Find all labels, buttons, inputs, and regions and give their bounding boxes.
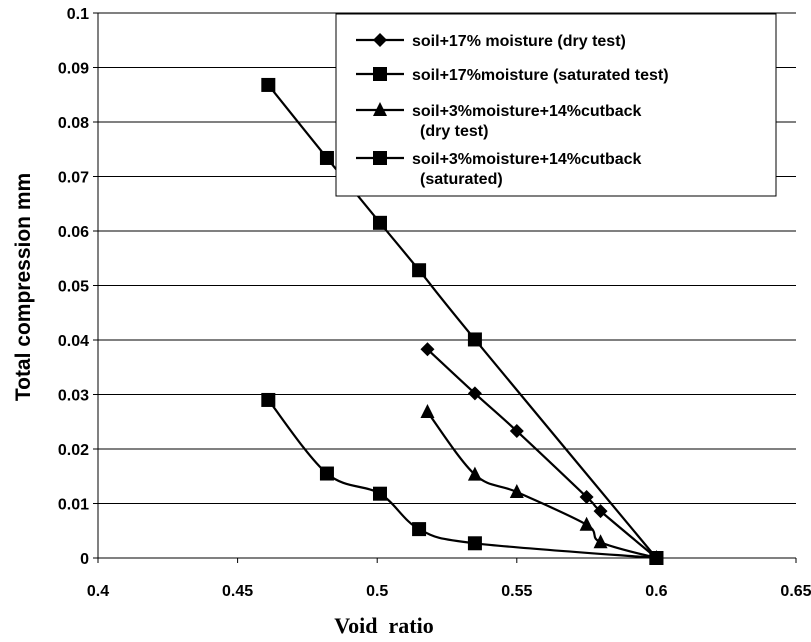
- legend-box: [335, 13, 777, 197]
- legend: soil+17% moisture (dry test) soil+17%mois…: [335, 13, 777, 197]
- y-tick-label: 0.04: [58, 333, 89, 350]
- series-line: [426, 411, 657, 560]
- data-point: [649, 551, 664, 565]
- data-point: [420, 403, 435, 418]
- y-tick-label: 0: [80, 551, 89, 568]
- axes: [93, 12, 797, 563]
- data-point: [467, 536, 482, 551]
- data-point: [372, 215, 387, 230]
- x-tick-label: 0.65: [780, 583, 811, 600]
- y-tick-label: 0.08: [58, 115, 89, 132]
- legend-entry-1: soil+17% moisture (dry test): [356, 33, 626, 50]
- series-4: [261, 392, 664, 565]
- tick-labels: 0 0.01 0.02 0.03 0.04 0.05 0.06 0.07 0.08 0.09 0.1…: [58, 6, 811, 600]
- legend-label: soil+3%moisture+14%cutback: [412, 151, 642, 168]
- data-point: [593, 504, 608, 519]
- data-point: [579, 516, 594, 531]
- data-point: [319, 150, 334, 165]
- y-tick-label: 0.09: [58, 61, 89, 78]
- legend-marker: [373, 151, 387, 165]
- x-tick-label: 0.45: [222, 583, 253, 600]
- series-line: [267, 399, 657, 560]
- data-point: [467, 466, 482, 481]
- data-point: [579, 489, 594, 504]
- data-point: [261, 77, 276, 92]
- legend-label: soil+3%moisture+14%cutback: [412, 103, 642, 120]
- y-tick-label: 0.07: [58, 170, 89, 187]
- legend-entry-2: soil+17%moisture (saturated test): [356, 67, 669, 84]
- x-tick-label: 0.6: [645, 583, 667, 600]
- legend-marker: [373, 102, 387, 116]
- data-point: [509, 484, 524, 499]
- data-series: [261, 77, 664, 565]
- data-point: [412, 263, 427, 278]
- x-tick-label: 0.5: [366, 583, 388, 600]
- legend-entry-3: soil+3%moisture+14%cutback (dry test): [356, 102, 642, 140]
- x-tick-label: 0.4: [87, 583, 109, 600]
- data-point: [412, 522, 427, 537]
- legend-label: soil+17%moisture (saturated test): [412, 67, 669, 84]
- legend-label: (saturated): [420, 171, 503, 188]
- legend-marker: [373, 33, 387, 47]
- x-axis-title: Void ratio: [334, 613, 433, 638]
- series-line: [426, 348, 658, 559]
- series-1: [420, 342, 664, 565]
- data-point: [420, 342, 435, 357]
- data-point: [467, 332, 482, 347]
- y-axis-title: Total compression mm: [12, 173, 35, 401]
- y-tick-label: 0.05: [58, 279, 89, 296]
- legend-entry-4: soil+3%moisture+14%cutback (saturated): [356, 151, 642, 188]
- legend-label: soil+17% moisture (dry test): [412, 33, 626, 50]
- x-tick-label: 0.55: [501, 583, 532, 600]
- y-tick-label: 0.01: [58, 497, 89, 514]
- legend-marker: [373, 67, 387, 81]
- data-point: [467, 386, 482, 401]
- data-point: [261, 392, 276, 407]
- y-tick-label: 0.1: [67, 6, 89, 23]
- data-point: [509, 424, 524, 439]
- y-tick-label: 0.06: [58, 224, 89, 241]
- y-tick-label: 0.03: [58, 388, 89, 405]
- legend-label: (dry test): [420, 123, 488, 140]
- data-point: [319, 466, 334, 481]
- data-point: [372, 486, 387, 501]
- data-point: [593, 534, 608, 549]
- y-tick-label: 0.02: [58, 442, 89, 459]
